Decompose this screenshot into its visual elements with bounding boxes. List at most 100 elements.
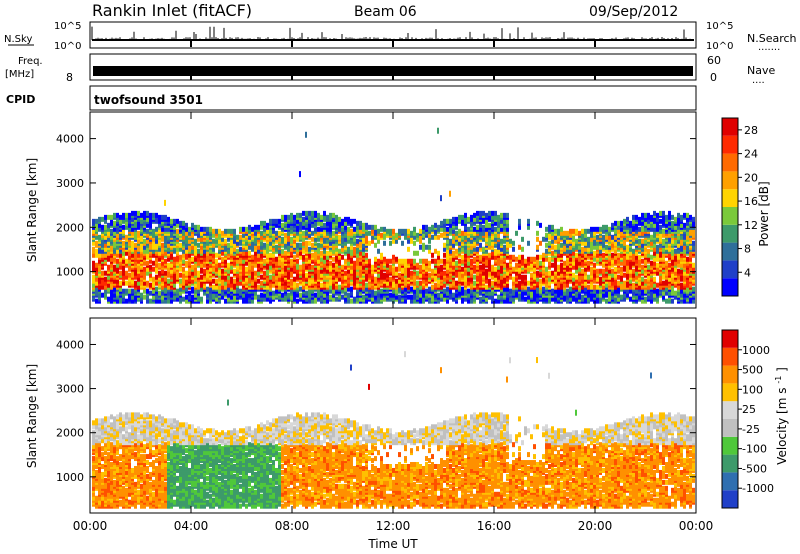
scatter-pixel [104, 252, 107, 258]
scatter-pixel [362, 284, 365, 290]
scatter-pixel [164, 226, 167, 232]
scatter-pixel [572, 246, 575, 252]
scatter-pixel [527, 280, 530, 286]
scatter-pixel [389, 240, 392, 246]
scatter-pixel [359, 224, 362, 230]
scatter-pixel [257, 244, 260, 250]
scatter-pixel [311, 264, 314, 270]
scatter-pixel [92, 260, 95, 266]
scatter-pixel [206, 240, 209, 246]
scatter-pixel [158, 218, 161, 224]
nave-dots: .... [752, 75, 765, 86]
scatter-pixel [470, 276, 473, 282]
scatter-pixel [215, 238, 218, 244]
scatter-pixel [404, 276, 407, 282]
scatter-pixel [569, 256, 572, 262]
scatter-pixel [125, 212, 128, 218]
scatter-pixel [515, 262, 518, 268]
scatter-pixel [485, 278, 488, 284]
scatter-pixel [548, 240, 551, 246]
scatter-pixel [209, 286, 212, 292]
scatter-pixel [371, 224, 374, 230]
scatter-pixel [218, 268, 221, 274]
scatter-pixel [335, 296, 338, 302]
scatter-pixel [485, 284, 488, 290]
scatter-pixel [512, 266, 515, 272]
scatter-pixel [533, 256, 536, 262]
scatter-pixel [146, 260, 149, 266]
scatter-pixel [134, 280, 137, 286]
scatter-pixel [557, 228, 560, 234]
scatter-pixel [560, 262, 563, 268]
scatter-pixel [437, 292, 440, 298]
scatter-pixel [197, 260, 200, 266]
scatter-pixel [323, 282, 326, 288]
scatter-pixel [446, 248, 449, 254]
scatter-pixel [467, 248, 470, 254]
scatter-pixel [263, 220, 266, 226]
scatter-pixel [455, 240, 458, 246]
scatter-pixel [329, 222, 332, 228]
scatter-pixel [323, 230, 326, 236]
scatter-pixel [269, 290, 272, 296]
scatter-pixel [224, 274, 227, 280]
scatter-pixel [530, 256, 533, 262]
scatter-pixel [569, 274, 572, 280]
scatter-pixel [323, 258, 326, 264]
scatter-pixel [572, 272, 575, 278]
scatter-pixel [128, 212, 131, 218]
scatter-pixel [443, 258, 446, 264]
scatter-pixel [380, 274, 383, 280]
nsky-series [91, 26, 694, 47]
scatter-pixel [422, 242, 425, 248]
scatter-pixel [386, 268, 389, 274]
scatter-pixel [152, 252, 155, 258]
scatter-pixel [374, 224, 377, 230]
scatter-pixel [323, 266, 326, 272]
scatter-pixel [392, 268, 395, 274]
scatter-pixel [137, 220, 140, 226]
scatter-pixel [158, 270, 161, 276]
scatter-pixel [473, 256, 476, 262]
scatter-pixel [128, 280, 131, 286]
scatter-pixel [395, 282, 398, 288]
scatter-pixel [197, 242, 200, 248]
scatter-pixel [467, 266, 470, 272]
scatter-pixel [359, 272, 362, 278]
scatter-pixel [116, 262, 119, 268]
scatter-pixel [293, 290, 296, 296]
scatter-pixel [596, 284, 599, 290]
scatter-pixel [242, 226, 245, 232]
scatter-pixel [137, 252, 140, 258]
scatter-pixel [548, 260, 551, 266]
scatter-pixel [422, 288, 425, 294]
scatter-pixel [266, 288, 269, 294]
scatter-pixel [170, 254, 173, 260]
scatter-pixel [437, 282, 440, 288]
scatter-pixel [569, 244, 572, 250]
scatter-pixel [269, 274, 272, 280]
scatter-pixel [326, 214, 329, 220]
scatter-pixel [536, 220, 539, 226]
scatter-pixel [167, 246, 170, 252]
scatter-pixel [410, 270, 413, 276]
scatter-pixel [329, 226, 332, 232]
scatter-pixel [395, 238, 398, 244]
scatter-pixel [575, 274, 578, 280]
scatter-pixel [467, 280, 470, 286]
scatter-pixel [110, 294, 113, 300]
scatter-pixel [248, 264, 251, 270]
scatter-pixel [326, 254, 329, 260]
scatter-pixel [155, 274, 158, 280]
scatter-pixel [116, 248, 119, 254]
scatter-pixel [470, 282, 473, 288]
scatter-pixel [506, 276, 509, 282]
scatter-pixel [215, 258, 218, 264]
scatter-pixel [335, 266, 338, 272]
scatter-pixel [542, 260, 545, 266]
scatter-pixel [299, 264, 302, 270]
scatter-pixel [491, 224, 494, 230]
scatter-pixel [491, 280, 494, 286]
scatter-pixel [461, 272, 464, 278]
scatter-pixel [398, 258, 401, 264]
